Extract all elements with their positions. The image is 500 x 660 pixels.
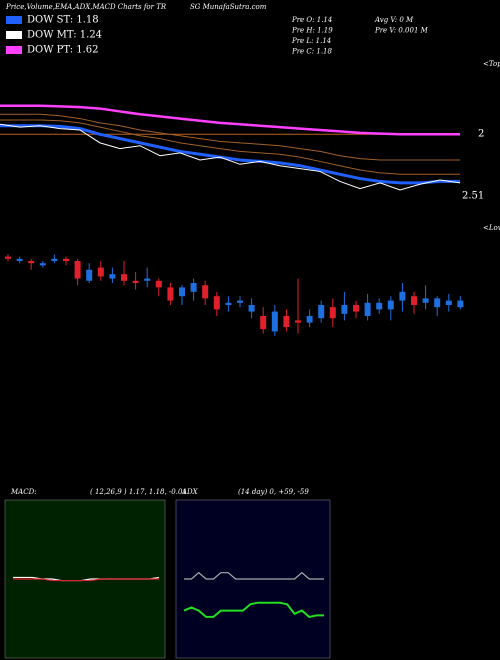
legend-swatch [6,16,22,24]
overlay-line [0,104,460,136]
candle-body [237,300,243,303]
candle-body [283,316,290,327]
legend-swatch [6,46,22,54]
candle-body [28,261,35,264]
adx-params: (14 day) 0, +59, -59 [238,488,309,496]
candle-body [225,302,232,305]
info: Pre C: 1.18 [291,48,332,56]
macd-line [13,578,159,582]
candle-body [248,305,255,312]
info: Avg V: 0 M [374,16,414,24]
candle-body [144,278,151,281]
candle-body [445,300,452,305]
macd-title: MACD: [10,488,37,496]
level-label: 2 [478,129,484,140]
candle-body [121,274,127,281]
info: Pre O: 1.14 [291,16,332,24]
candle-body [190,283,197,292]
candle-body [411,296,417,305]
candle-body [422,298,429,303]
candle-body [399,291,406,301]
candle-body [329,307,336,319]
candle-body [63,258,69,261]
legend-label: DOW ST: 1.18 [27,15,99,26]
candle-body [457,300,464,308]
adx-line [183,601,324,619]
candle-body [167,287,174,301]
overlay-line [0,123,461,191]
candle-body [109,274,116,279]
site: SG MunafaSutra.com [190,3,267,11]
legend-swatch [6,31,22,39]
candle-body [51,258,58,261]
candle-body [434,298,441,308]
candle-body [318,305,325,319]
lows: <Lows [483,224,500,232]
candle-body [364,302,371,316]
candle-body [306,316,313,323]
candle-body [295,320,301,323]
candle-body [97,267,104,277]
legend-label: DOW PT: 1.62 [27,45,99,56]
info: Pre V: 0.001 M [374,27,429,35]
overlay-line [0,119,460,175]
macd-params: ( 12,26,9 ) 1.17, 1.18, -0.01 [90,488,187,496]
candle-body [179,287,185,297]
candle-body [260,316,267,330]
candle-body [155,280,162,288]
adx-line [184,571,324,580]
candle-body [213,296,220,310]
candle-body [86,269,93,281]
candle-body [132,280,139,283]
candle-body [376,302,383,310]
info: Pre H: 1.19 [291,27,333,35]
candle-body [202,285,209,299]
level-label: 2.51 [462,191,484,202]
tops: <Tops [483,60,500,68]
candle-body [74,261,81,279]
overlay-line [0,124,460,185]
info: Pre L: 1.14 [291,37,331,45]
candle-body [353,305,359,312]
candle-body [271,311,278,332]
candle-body [341,305,348,314]
candle-body [39,263,46,266]
overlay-line [0,113,460,161]
candle-body [16,258,23,261]
title: Price,Volume,EMA,ADX,MACD Charts for TR [5,3,167,11]
adx-title: ADX [181,488,199,496]
candle-body [5,256,11,259]
legend-label: DOW MT: 1.24 [27,30,102,41]
candle-body [387,300,394,310]
